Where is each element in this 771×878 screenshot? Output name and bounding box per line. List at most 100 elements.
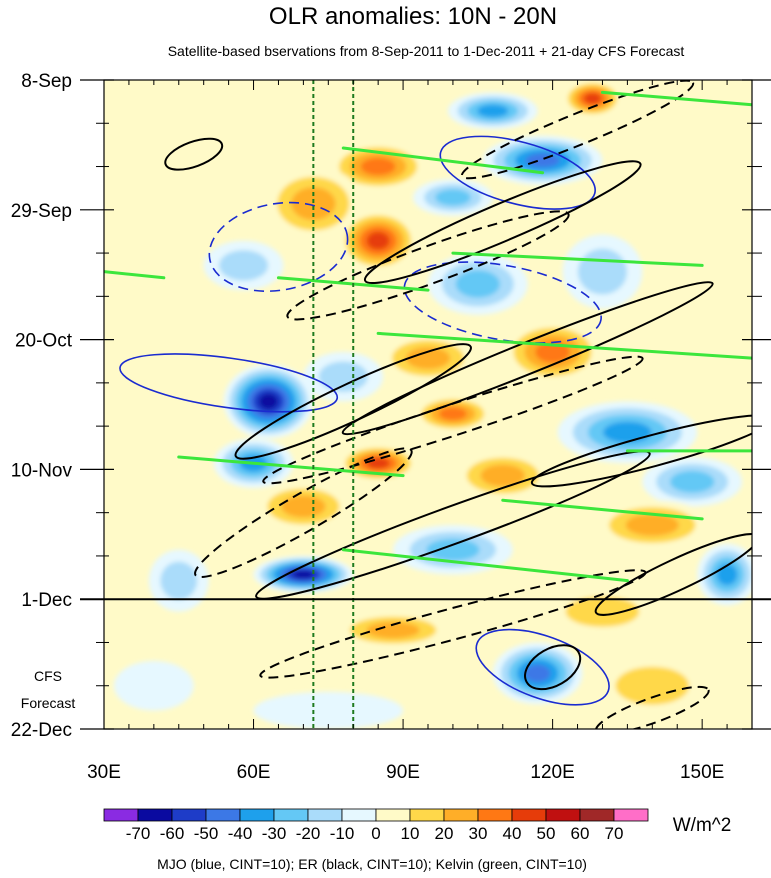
colorbar-swatch-8 [375,808,411,822]
anomaly-blob-2-level-4 [477,104,509,118]
anomaly-blob-21-level-3 [670,470,715,493]
x-tick-label-150E: 150E [680,762,724,783]
mjo-contour-0 [208,201,349,292]
y-tick-label-1-Dec: 1-Dec [21,590,72,611]
colorbar-swatch-6 [307,808,343,822]
mjo-contour-1 [403,261,602,344]
kelvin-contour-6 [341,548,629,583]
forecast-label-cfs: CFS [34,668,62,684]
kelvin-contour-9 [104,270,166,280]
kelvin-contour-0 [341,146,545,175]
x-tick-label-120E: 120E [530,762,574,783]
anomaly-blob-15-level-4 [439,407,467,421]
colorbar-label--30: -30 [262,824,287,843]
colorbar-label-10: 10 [401,824,420,843]
colorbar-label-20: 20 [435,824,454,843]
colorbar-swatch-7 [341,808,377,822]
colorbar-label--50: -50 [194,824,219,843]
y-tick-label-29-Sep: 29-Sep [11,201,72,222]
colorbar-label-70: 70 [605,824,624,843]
anomaly-blob-5-level-3 [435,189,471,206]
anomaly-blob-9-level-3 [455,270,500,298]
colorbar-swatch-5 [273,808,309,822]
anomaly-blob-6-level-3 [291,187,336,221]
anomaly-blob-22-level-3 [625,514,679,537]
colorbar-swatch-15 [613,808,649,822]
anomaly-blob-1-level-4 [360,157,396,176]
colorbar-swatch-13 [545,808,581,822]
colorbar-swatch-2 [171,808,207,822]
kelvin-contour-4 [177,455,405,478]
colorbar-swatch-11 [477,808,513,822]
colorbar-swatch-10 [443,808,479,822]
colorbar-label-0: 0 [371,824,380,843]
x-tick-label-90E: 90E [386,762,420,783]
er-contour-8 [286,210,570,321]
kelvin-contour-3 [376,331,752,360]
mjo-contours [119,135,610,706]
er-contour-0 [363,160,642,285]
y-tick-label-22-Dec: 22-Dec [11,720,72,741]
er-contour-10 [259,569,647,679]
x-tick-label-30E: 30E [87,762,121,783]
anomaly-blob-28-level-3 [366,621,420,639]
anomaly-blob-0-level-1 [193,86,294,161]
kelvin-contour-5 [501,498,704,521]
anomaly-blob-8-level-2 [219,250,269,281]
reference-lines [312,80,355,729]
anomaly-blob-31-level-1 [113,661,194,711]
anomaly-blob-7-level-5 [366,231,390,250]
anomaly-blob-27-level-4 [716,563,738,586]
anomaly-blob-12-level-3 [405,347,451,370]
colorbar-swatch-0 [103,808,139,822]
colorbar-swatch-3 [205,808,241,822]
contour-legend-text: MJO (blue, CINT=10); ER (black, CINT=10)… [157,856,587,872]
anomaly-blob-3-level-5 [583,93,602,104]
er-contours [164,80,752,729]
anomaly-blob-14-level-2 [318,361,368,392]
er-contour-12 [594,685,710,729]
chart-subtitle: Satellite-based bservations from 8-Sep-2… [168,43,685,59]
y-tick-label-10-Nov: 10-Nov [11,460,73,481]
colorbar: -70 -60 -50 -40 -30 -20 -10 0 10 20 30 40 50 60 70 [103,808,649,843]
x-axis: 30E 60E 90E 120E 150E [87,80,753,783]
colorbar-units: W/m^2 [673,815,732,836]
colorbar-label-30: 30 [469,824,488,843]
colorbar-label--60: -60 [160,824,185,843]
chart-title: OLR anomalies: 10N - 20N [269,3,557,30]
anomaly-blob-26-level-2 [565,596,640,627]
kelvin-contour-1 [451,251,704,267]
anomaly-blob-10-level-2 [577,248,628,295]
colorbar-label--40: -40 [228,824,253,843]
anomaly-blob-25-level-2 [160,561,198,600]
colorbar-label--70: -70 [126,824,151,843]
er-contour-2 [255,450,651,600]
colorbar-label-60: 60 [571,824,590,843]
er-contour-13 [460,80,695,180]
plot-area [104,80,752,729]
y-tick-label-8-Sep: 8-Sep [21,71,72,92]
anomaly-blob-30-level-2 [615,666,690,705]
colorbar-swatch-9 [409,808,445,822]
colorbar-swatch-4 [239,808,275,822]
er-contour-5 [234,343,472,460]
forecast-label-forecast: Forecast [21,695,76,711]
colorbar-swatch-1 [137,808,173,822]
colorbar-swatch-14 [579,808,615,822]
anomaly-blob-13-level-7 [259,393,278,410]
anomaly-blob-32-level-1 [253,691,404,729]
er-contour-7 [164,137,224,171]
anomaly-blob-20-level-3 [281,495,326,518]
anomaly-blob-24-level-7 [292,570,314,579]
anomaly-blob-16-level-4 [603,421,652,444]
colorbar-swatch-12 [511,808,547,822]
colorbar-label--20: -20 [296,824,321,843]
er-contour-4 [594,533,752,616]
anomaly-blob-19-level-3 [480,464,525,487]
kelvin-contour-7 [600,90,752,107]
x-tick-label-60E: 60E [237,762,271,783]
colorbar-label-50: 50 [537,824,556,843]
er-contour-9 [262,355,644,485]
y-axis: 8-Sep 29-Sep 20-Oct 10-Nov 1-Dec 22-Dec [11,71,771,741]
